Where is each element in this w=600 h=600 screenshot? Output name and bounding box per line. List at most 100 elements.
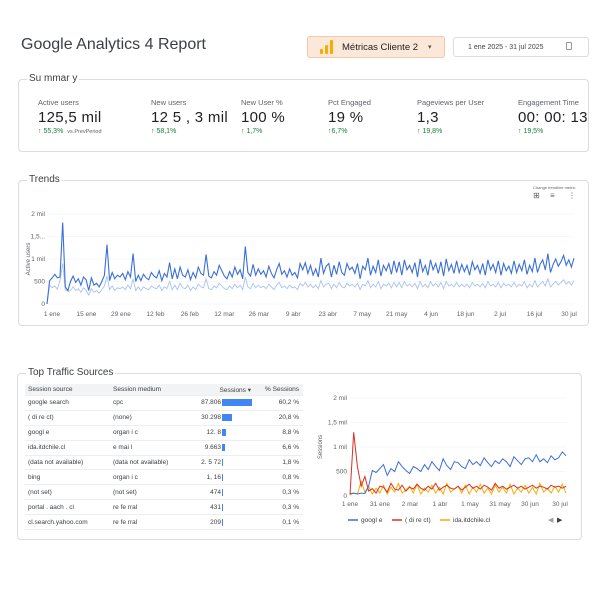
cell-sessions: 209	[193, 518, 255, 526]
y-tick-label: 500	[34, 279, 45, 286]
kpi-value: 1,3	[417, 109, 439, 126]
y-tick-label: 500	[336, 469, 347, 476]
trends-chart: 0 500 1 mil 1,5... 2 mil Active users 1 ene 15 …	[26, 211, 577, 318]
trend-series-line-0	[46, 222, 575, 305]
sessions-value: 12. 8	[206, 429, 221, 437]
kpi-engagement-time[interactable]: Engagement Time 00: 00: 13 ↑ 19,5%	[518, 98, 588, 135]
table-row[interactable]: portal . aach . cl re fe rral 431 0,3 %	[25, 500, 303, 516]
cell-session-source: ida.itdchile.cl	[28, 444, 66, 452]
cell-pct-sessions: 0,8 %	[282, 473, 299, 481]
x-tick-label: 31 ene	[370, 501, 390, 508]
header-session-source[interactable]: Session source	[28, 386, 73, 393]
x-tick-label: 12 feb	[146, 311, 164, 318]
kpi-new-user-pct[interactable]: New User % 100 % ↑ 1,7%	[241, 98, 285, 135]
cell-sessions: 474	[193, 488, 255, 496]
date-range-picker[interactable]: 1 ene 2025 - 31 jul 2025	[453, 37, 589, 57]
x-tick-label: 15 ene	[77, 311, 97, 318]
table-row[interactable]: ( di re ct) (none) 30.298 20,8 %	[25, 411, 303, 426]
x-tick-label: 26 feb	[181, 311, 199, 318]
table-row[interactable]: (not set) (not set) 474 0,3 %	[25, 485, 303, 501]
y-tick-label: 0	[41, 301, 45, 308]
traffic-sources-table: Session source Session medium Sessions ▾…	[25, 384, 303, 531]
chevron-down-icon: ▾	[428, 44, 432, 51]
kpi-value: 00: 00: 13	[518, 109, 588, 126]
kpi-delta: ↑6,7%	[328, 128, 348, 135]
x-tick-label: 30 jul	[561, 311, 577, 318]
kpi-label: New User %	[241, 98, 283, 107]
y-tick-label: 0	[343, 493, 347, 500]
sessions-value: 30.298	[201, 414, 221, 422]
filter-icon[interactable]: ≡	[550, 191, 555, 200]
cell-sessions: 1, 16	[193, 473, 255, 481]
x-tick-label: 2 mar	[402, 501, 419, 508]
tune-icon[interactable]: ⊞	[533, 191, 540, 200]
cell-pct-sessions: 6,6 %	[282, 444, 299, 452]
kpi-value: 19 %	[328, 109, 364, 126]
kpi-vs-label: vs.PrevPeriod	[67, 129, 102, 135]
trends-title: Trends	[27, 174, 62, 185]
cell-session-medium: (data not available)	[113, 459, 169, 466]
kpi-value: 100 %	[241, 109, 286, 126]
account-selector[interactable]: Métricas Cliente 2 ▾	[307, 36, 445, 58]
sessions-chart: 0 500 1 mil 1,5 mil 2 mil Sessions 1 ene 31 ene…	[318, 395, 568, 524]
cell-pct-sessions: 1,8 %	[282, 459, 299, 466]
sessions-bar	[222, 414, 233, 422]
calendar-icon	[566, 42, 572, 50]
cell-session-source: ( di re ct)	[28, 414, 54, 422]
legend-prev-icon[interactable]: ◀	[548, 516, 554, 524]
table-row[interactable]: googl e organ i c 12. 8 8,8 %	[25, 426, 303, 441]
cell-sessions: 12. 8	[193, 429, 255, 437]
cell-session-medium: (none)	[113, 414, 132, 422]
x-tick-label: 18 jun	[457, 311, 475, 318]
x-tick-label: 30 jun	[521, 501, 539, 508]
table-row[interactable]: (data not available) (data not available)…	[25, 456, 303, 471]
cell-sessions: 9.663	[193, 444, 255, 452]
legend-label: ida.itdchile.cl	[453, 517, 491, 524]
cell-session-medium: (not set)	[113, 488, 137, 496]
table-row[interactable]: bing organ i c 1, 16 0,8 %	[25, 470, 303, 486]
legend-label: googl e	[361, 517, 383, 524]
kpi-pageviews-per-user[interactable]: Pageviews per User 1,3 ↑ 19,8%	[417, 98, 484, 135]
traffic-sources-card: Top Traffic Sources	[17, 367, 582, 540]
x-tick-label: 1 ene	[44, 311, 61, 318]
header-session-medium[interactable]: Session medium	[113, 386, 162, 393]
cell-pct-sessions: 0,3 %	[282, 488, 299, 496]
kpi-label: Pageviews per User	[417, 98, 485, 107]
x-tick-label: 30 jul	[552, 501, 568, 508]
y-tick-label: 1,5...	[31, 234, 46, 241]
more-vert-icon[interactable]: ⋮	[568, 191, 576, 200]
x-tick-label: 7 may	[353, 311, 371, 318]
sessions-bar	[222, 503, 223, 511]
cell-session-source: (not set)	[28, 488, 52, 496]
sessions-bar	[222, 518, 223, 526]
sessions-value: 87.806	[201, 399, 221, 407]
cell-session-medium: e mai l	[113, 444, 133, 452]
sessions-bar	[222, 444, 226, 452]
x-tick-label: 12 mar	[214, 311, 235, 318]
kpi-active-users[interactable]: Active users 125,5 mil ↑ 55,3% vs.PrevPer…	[38, 98, 102, 135]
legend-next-icon[interactable]: ▶	[557, 516, 563, 524]
sessions-series-line-2	[349, 479, 567, 496]
header-sessions[interactable]: Sessions ▾	[219, 386, 251, 394]
kpi-delta: ↑ 58,1%	[151, 128, 177, 135]
sessions-series-line-1	[349, 432, 567, 495]
sessions-value: 209	[210, 518, 221, 526]
trendline-metric-label: Change trendline metric	[533, 185, 576, 190]
kpi-pct-engaged[interactable]: Pct Engaged 19 % ↑6,7%	[328, 98, 371, 135]
x-tick-label: 2 jul	[494, 311, 506, 318]
cell-pct-sessions: 0,1 %	[282, 518, 299, 526]
table-row[interactable]: google search cpc 87.806 60,2 %	[25, 396, 303, 411]
table-row[interactable]: cl.search.yahoo.com re fe rral 209 0,1 %	[25, 515, 303, 531]
kpi-delta: ↑ 19,5%	[518, 128, 544, 135]
kpi-label: New users	[151, 98, 187, 107]
cell-session-source: google search	[28, 399, 69, 407]
y-axis-label: Sessions	[318, 435, 324, 459]
cell-session-source: (data not available)	[28, 459, 84, 466]
cell-session-source: cl.search.yahoo.com	[28, 518, 88, 526]
x-tick-label: 9 abr	[286, 311, 302, 318]
kpi-delta: ↑ 55,3%	[38, 128, 64, 135]
cell-session-medium: re fe rral	[113, 503, 138, 511]
kpi-new-users[interactable]: New users 12 5 , 3 mil ↑ 58,1%	[151, 98, 228, 135]
header-pct-sessions[interactable]: % Sessions	[265, 386, 299, 393]
table-row[interactable]: ida.itdchile.cl e mai l 9.663 6,6 %	[25, 441, 303, 456]
